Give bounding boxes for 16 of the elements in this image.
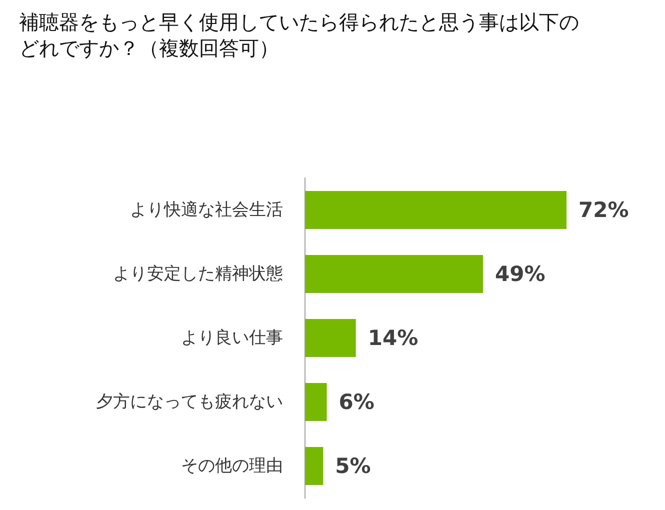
data-label: 72% — [578, 198, 629, 222]
y-tick-label: より安定した精神状態 — [113, 264, 283, 284]
y-tick-label: より良い仕事 — [181, 328, 283, 348]
data-label: 14% — [368, 326, 418, 350]
bar — [305, 319, 356, 357]
bar — [305, 191, 567, 229]
chart-title: 補聴器をもっと早く使用していたら得られたと思う事は以下のどれですか？（複数回答可） — [19, 10, 579, 60]
bar — [305, 255, 483, 293]
data-label: 6% — [338, 390, 374, 414]
data-label: 49% — [494, 262, 546, 286]
y-tick-label: 夕方になっても疲れない — [96, 392, 283, 412]
y-tick-label: その他の理由 — [181, 456, 283, 476]
y-tick-label: より快適な社会生活 — [130, 200, 283, 220]
bar — [305, 447, 324, 485]
bar — [305, 383, 327, 421]
data-label: 5% — [335, 454, 371, 478]
